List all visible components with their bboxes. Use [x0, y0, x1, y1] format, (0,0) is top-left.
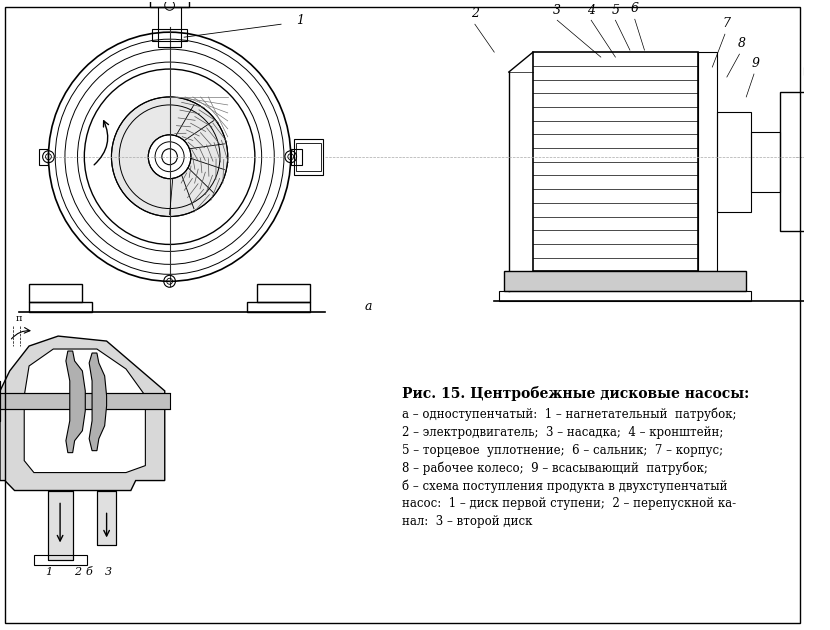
Text: 2: 2: [471, 8, 479, 20]
Text: 2: 2: [74, 567, 81, 577]
Text: 5: 5: [612, 4, 619, 17]
Text: насос:  1 – диск первой ступени;  2 – перепускной ка-: насос: 1 – диск первой ступени; 2 – пере…: [403, 498, 736, 510]
Bar: [256, 284, 310, 302]
Bar: [780, 92, 828, 231]
Bar: [150, 0, 189, 8]
Bar: [751, 132, 780, 192]
Text: б: б: [85, 567, 92, 577]
Text: а: а: [364, 300, 372, 312]
Bar: [29, 284, 82, 302]
Text: 1: 1: [296, 14, 305, 26]
Text: 7: 7: [723, 17, 731, 30]
Bar: [804, 67, 830, 75]
Text: 2 – электродвигатель;  3 – насадка;  4 – кронштейн;: 2 – электродвигатель; 3 – насадка; 4 – к…: [403, 426, 724, 438]
Bar: [504, 272, 746, 291]
Bar: [48, 491, 73, 560]
Text: б – схема поступления продукта в двухступенчатый: б – схема поступления продукта в двухсту…: [403, 479, 728, 493]
Text: 8: 8: [737, 37, 745, 50]
Bar: [295, 143, 320, 171]
Bar: [828, 137, 830, 186]
Bar: [698, 52, 717, 272]
Text: а – одноступенчатый:  1 – нагнетательный  патрубок;: а – одноступенчатый: 1 – нагнетательный …: [403, 408, 737, 421]
Polygon shape: [0, 336, 164, 491]
Bar: [808, 58, 830, 70]
Text: 5 – торцевое  уплотнение;  6 – сальник;  7 – корпус;: 5 – торцевое уплотнение; 6 – сальник; 7 …: [403, 444, 723, 457]
Text: 9: 9: [752, 57, 760, 70]
Bar: [290, 149, 302, 164]
Bar: [717, 112, 751, 212]
Polygon shape: [24, 349, 145, 472]
Text: п: п: [16, 314, 22, 323]
Text: 8 – рабочее колесо;  9 – всасывающий  патрубок;: 8 – рабочее колесо; 9 – всасывающий патр…: [403, 462, 708, 475]
Polygon shape: [66, 351, 85, 452]
Text: нал:  3 – второй диск: нал: 3 – второй диск: [403, 515, 533, 529]
Bar: [97, 491, 116, 546]
Bar: [499, 291, 751, 301]
Bar: [294, 139, 323, 175]
Bar: [158, 8, 181, 47]
Text: 4: 4: [587, 4, 595, 17]
Circle shape: [111, 97, 227, 217]
Bar: [247, 302, 310, 312]
Text: Рис. 15. Центробежные дисковые насосы:: Рис. 15. Центробежные дисковые насосы:: [403, 386, 749, 401]
Bar: [533, 52, 698, 272]
Polygon shape: [89, 353, 106, 450]
Text: 6: 6: [631, 3, 639, 15]
Bar: [48, 491, 73, 560]
Bar: [809, 72, 828, 97]
Bar: [97, 491, 116, 546]
Text: 3: 3: [554, 4, 561, 17]
Bar: [34, 555, 87, 565]
Bar: [0, 393, 169, 409]
Bar: [29, 302, 92, 312]
Text: 1: 1: [45, 567, 52, 577]
Bar: [152, 29, 187, 41]
Circle shape: [149, 135, 191, 179]
Bar: [39, 149, 48, 164]
Text: 3: 3: [105, 567, 112, 577]
